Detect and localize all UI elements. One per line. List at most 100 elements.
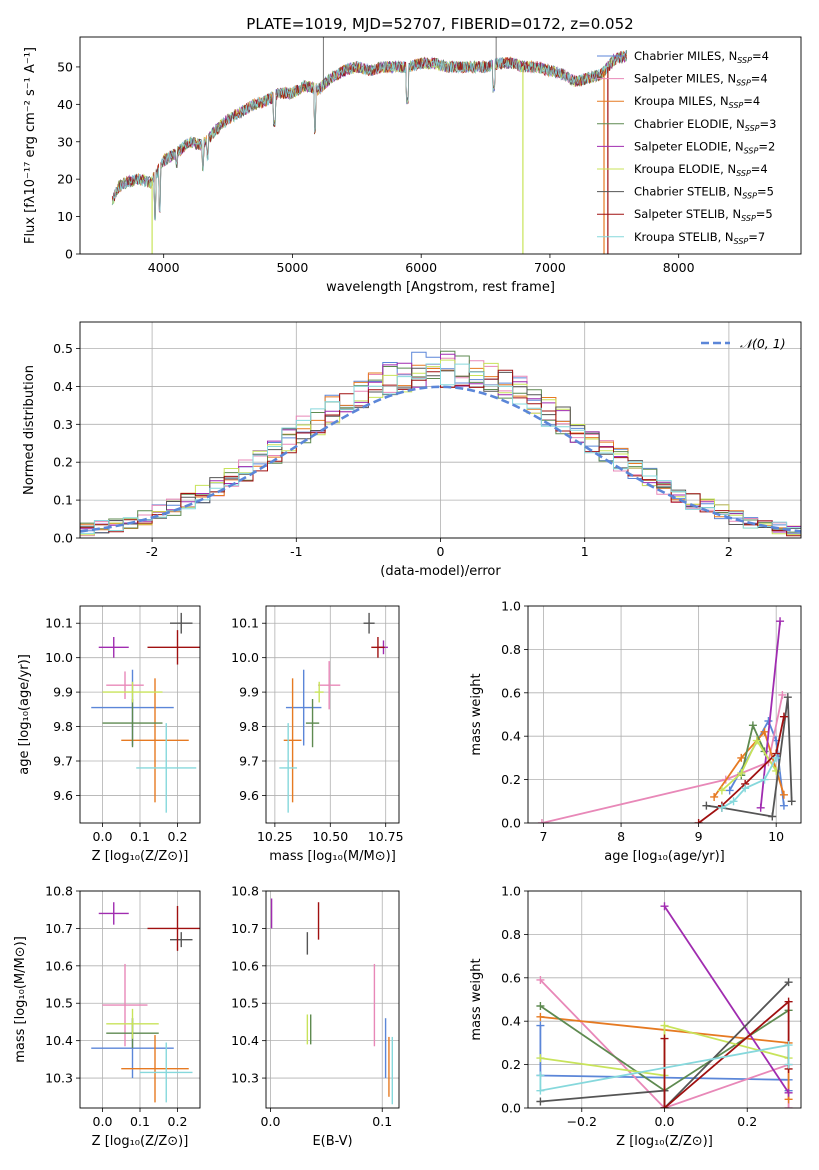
y-tick-label: 9.7 bbox=[53, 754, 73, 769]
spectrum-panel: 4000 5000 6000 7000 8000 0 10 20 30 40 50 wavelengt… bbox=[23, 36, 802, 295]
figure-title: PLATE=1019, MJD=52707, FIBERID=0172, z=0… bbox=[246, 15, 633, 33]
legend-label: Chabrier STELIB, NSSP=5 bbox=[634, 185, 774, 201]
mass-weight-vs-metallicity-panel: −0.2 0.0 0.2 0.0 0.2 0.4 0.6 0.8 1.0 Z [log₁₀(Z/Z… bbox=[469, 884, 802, 1149]
legend-label-sub: SSP bbox=[734, 237, 749, 246]
x-tick-label: 0.0 bbox=[93, 829, 113, 844]
x-tick-label: 0 bbox=[437, 544, 445, 559]
x-axis-label: wavelength [Angstrom, rest frame] bbox=[326, 280, 555, 295]
x-tick-label: 2 bbox=[725, 544, 733, 559]
point-marker bbox=[784, 978, 793, 987]
legend-label-name: Chabrier MILES, N bbox=[634, 49, 737, 63]
y-tick-label: 20 bbox=[57, 172, 73, 187]
legend-label-value: =3 bbox=[760, 117, 777, 131]
y-tick-label: 0.0 bbox=[501, 1101, 521, 1116]
y-tick-label: 10.6 bbox=[45, 958, 73, 973]
age-vs-metallicity-panel: 0.0 0.1 0.2 9.6 9.7 9.8 9.9 10.0 10.1 Z [log₁₀(Z/… bbox=[17, 605, 201, 864]
y-tick-label: 0.0 bbox=[501, 816, 521, 831]
legend-label-value: =7 bbox=[748, 230, 765, 244]
x-tick-label: 9 bbox=[695, 829, 703, 844]
legend-label: Chabrier ELODIE, NSSP=3 bbox=[634, 117, 776, 133]
x-tick-label: 4000 bbox=[148, 260, 180, 275]
age_vs_Z-plot-area bbox=[91, 612, 200, 813]
age_vs_Z-frame bbox=[79, 605, 201, 824]
residual_hist-frame bbox=[79, 321, 802, 539]
y-tick-label: 10.3 bbox=[45, 1071, 73, 1086]
point-marker bbox=[537, 819, 546, 823]
point-marker bbox=[741, 784, 750, 793]
y-tick-label: 9.6 bbox=[239, 788, 259, 803]
point-marker bbox=[776, 617, 785, 626]
y-tick-label: 0.5 bbox=[53, 341, 73, 356]
x-tick-label: 10 bbox=[768, 829, 784, 844]
point-marker bbox=[660, 1104, 669, 1108]
y-tick-label: 0.4 bbox=[501, 1014, 521, 1029]
y-tick-label: 9.7 bbox=[239, 754, 259, 769]
point-marker bbox=[779, 801, 788, 810]
x-tick-label: 10.75 bbox=[368, 829, 404, 844]
point-marker bbox=[660, 1021, 669, 1030]
legend-label: Salpeter STELIB, NSSP=5 bbox=[634, 207, 773, 223]
point-marker bbox=[784, 1088, 793, 1097]
legend-label: Kroupa STELIB, NSSP=7 bbox=[634, 230, 765, 246]
mass_vs_ebv-frame bbox=[265, 890, 400, 1109]
x-tick-label: −0.2 bbox=[567, 1114, 597, 1129]
legend-label: Kroupa ELODIE, NSSP=4 bbox=[634, 162, 768, 178]
x-axis-label: (data-model)/error bbox=[380, 564, 501, 579]
legend-label-sub: SSP bbox=[737, 56, 752, 65]
y-tick-label: 1.0 bbox=[501, 599, 521, 614]
legend-label-sub: SSP bbox=[742, 192, 757, 201]
y-tick-label: 10.5 bbox=[45, 996, 73, 1011]
y-tick-label: 0.6 bbox=[501, 970, 521, 985]
mass-weight-line bbox=[663, 905, 790, 1094]
y-tick-label: 9.8 bbox=[53, 719, 73, 734]
point-marker bbox=[536, 1086, 545, 1095]
point-marker bbox=[717, 803, 726, 812]
legend-label-sub: SSP bbox=[741, 214, 756, 223]
point-marker bbox=[752, 736, 761, 745]
point-marker bbox=[536, 975, 545, 984]
x-axis-label: age [log₁₀(age/yr)] bbox=[604, 849, 725, 864]
spectrum-line-2 bbox=[111, 52, 627, 221]
y-tick-label: 0.2 bbox=[53, 455, 73, 470]
mass-weight-line bbox=[541, 694, 784, 823]
mass-weight-vs-age-panel: 7 8 9 10 0.0 0.2 0.4 0.6 0.8 1.0 age [log₁₀(age/yr… bbox=[469, 599, 802, 864]
x-tick-label: 0.1 bbox=[130, 1114, 150, 1129]
x-axis-label: Z [log₁₀(Z/Z⊙)] bbox=[92, 849, 189, 864]
y-axis-label: mass weight bbox=[469, 673, 484, 755]
point-marker bbox=[768, 812, 777, 821]
histogram-step-9 bbox=[80, 363, 801, 538]
legend-label-name: Salpeter STELIB, N bbox=[634, 207, 741, 221]
y-tick-label: 10.7 bbox=[45, 921, 73, 936]
x-axis-label: mass [log₁₀(M/M⊙)] bbox=[269, 849, 396, 864]
residual-histogram-panel: -2 -1 0 1 2 0.0 0.1 0.2 0.3 0.4 0.5 (data-model)/er… bbox=[22, 321, 802, 579]
legend-label: 𝒩(0, 1) bbox=[740, 336, 786, 351]
legend-label-value: =4 bbox=[743, 94, 760, 108]
spectrum-plot-area bbox=[111, 37, 628, 254]
legend-label-sub: SSP bbox=[729, 101, 744, 110]
legend-label-value: =5 bbox=[756, 207, 773, 221]
x-tick-label: 1 bbox=[581, 544, 589, 559]
x-tick-label: 6000 bbox=[405, 260, 437, 275]
legend-label-name: Chabrier ELODIE, N bbox=[634, 117, 745, 131]
y-tick-label: 10.1 bbox=[45, 616, 73, 631]
legend-label-sub: SSP bbox=[736, 79, 751, 88]
point-marker bbox=[729, 797, 738, 806]
point-marker bbox=[710, 792, 719, 801]
x-tick-label: 0.1 bbox=[130, 829, 150, 844]
y-tick-label: 9.9 bbox=[239, 685, 259, 700]
point-marker bbox=[778, 690, 787, 699]
point-marker bbox=[760, 775, 769, 784]
point-marker bbox=[779, 790, 788, 799]
mass_weight_vs_Z-plot-area bbox=[536, 902, 793, 1108]
point-marker bbox=[772, 753, 781, 762]
point-marker bbox=[536, 1021, 545, 1030]
age-vs-mass-panel: 10.25 10.50 10.75 9.6 9.7 9.8 9.9 10.0 10.1 mass … bbox=[231, 605, 404, 864]
y-tick-label: 10.4 bbox=[231, 1033, 259, 1048]
point-marker bbox=[784, 1104, 793, 1108]
age_vs_mass-frame bbox=[265, 605, 400, 824]
point-marker bbox=[702, 801, 711, 810]
y-tick-label: 0.4 bbox=[501, 729, 521, 744]
point-marker bbox=[694, 819, 703, 823]
legend-label-value: =4 bbox=[751, 162, 768, 176]
